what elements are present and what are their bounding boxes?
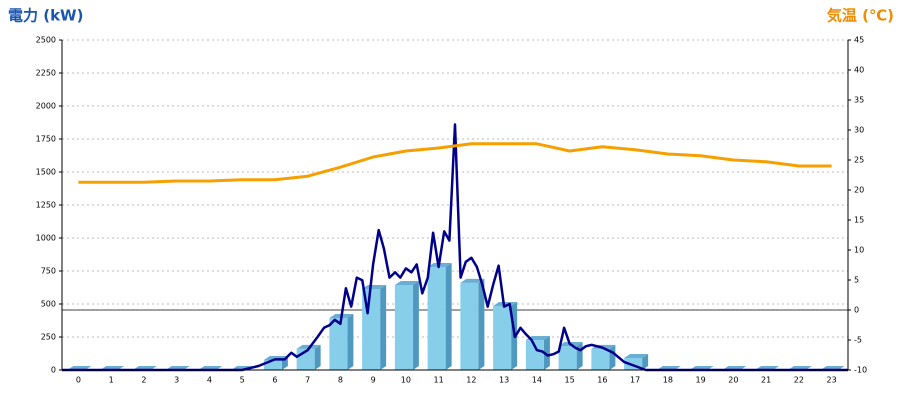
- bar-front: [460, 282, 479, 370]
- y2-tick-label: 0: [854, 306, 859, 315]
- y-tick-label: 1500: [36, 168, 56, 177]
- bar-front: [394, 284, 413, 370]
- bar-side: [543, 336, 550, 370]
- y2-tick-label: 40: [854, 66, 864, 75]
- y-tick-label: 2250: [36, 69, 56, 78]
- bar-side: [412, 280, 419, 370]
- x-tick-label: 10: [401, 376, 411, 385]
- x-tick-label: 13: [499, 376, 509, 385]
- x-tick-label: 11: [434, 376, 444, 385]
- bar-front: [493, 305, 512, 370]
- line: [62, 123, 848, 372]
- x-tick-label: 6: [272, 376, 277, 385]
- bar-top: [493, 301, 518, 306]
- y-tick-label: 500: [41, 300, 56, 309]
- y2-tick-label: 45: [854, 36, 864, 45]
- y2-tick-label: -5: [854, 336, 862, 345]
- bar: [394, 280, 419, 370]
- bar-side: [609, 344, 616, 370]
- x-tick-label: 2: [141, 376, 146, 385]
- bar-top: [394, 280, 419, 285]
- x-tick-label: 21: [761, 376, 771, 385]
- y2-tick-label: 30: [854, 126, 864, 135]
- x-tick-label: 20: [728, 376, 738, 385]
- y2-tick-label: 5: [854, 276, 859, 285]
- bar: [558, 341, 583, 370]
- y2-tick-label: 15: [854, 216, 864, 225]
- y-tick-label: 2500: [36, 36, 56, 45]
- x-tick-label: 19: [696, 376, 706, 385]
- x-tick-label: 9: [371, 376, 376, 385]
- bar-front: [525, 340, 544, 370]
- x-tick-label: 8: [338, 376, 343, 385]
- x-tick-label: 0: [76, 376, 81, 385]
- bar: [525, 336, 550, 370]
- y2-tick-label: 20: [854, 186, 864, 195]
- x-tick-label: 4: [207, 376, 212, 385]
- y2-tick-label: 10: [854, 246, 864, 255]
- bar-top: [460, 278, 485, 283]
- x-tick-label: 3: [174, 376, 179, 385]
- y-axis-title: 電力 (kW): [8, 7, 83, 25]
- y2-tick-label: -10: [854, 366, 867, 375]
- y2-tick-label: 25: [854, 156, 864, 165]
- x-tick-label: 18: [663, 376, 673, 385]
- y-tick-label: 250: [41, 333, 56, 342]
- y-tick-label: 0: [51, 366, 56, 375]
- bar-side: [445, 263, 452, 370]
- bar-front: [558, 345, 577, 370]
- bar-front: [591, 348, 610, 370]
- x-tick-label: 16: [597, 376, 607, 385]
- y-tick-label: 750: [41, 267, 56, 276]
- bar-side: [347, 313, 354, 370]
- x-tick-label: 7: [305, 376, 310, 385]
- bar-top: [624, 353, 649, 358]
- bar-side: [642, 353, 649, 370]
- x-tick-label: 1: [109, 376, 114, 385]
- bar-front: [427, 267, 446, 370]
- y-tick-label: 1000: [36, 234, 56, 243]
- y2-tick-label: 35: [854, 96, 864, 105]
- y-tick-label: 2000: [36, 102, 56, 111]
- x-tick-label: 22: [794, 376, 804, 385]
- line: [78, 142, 832, 184]
- x-tick-label: 15: [565, 376, 575, 385]
- bar-side: [576, 341, 583, 370]
- bar-front: [329, 317, 348, 370]
- bar-front: [263, 359, 282, 370]
- bar: [427, 263, 452, 370]
- bar: [460, 278, 485, 370]
- x-tick-label: 14: [532, 376, 542, 385]
- x-tick-label: 17: [630, 376, 640, 385]
- x-tick-label: 5: [240, 376, 245, 385]
- bar-side: [314, 344, 321, 370]
- bar-side: [380, 284, 387, 370]
- x-tick-label: 23: [827, 376, 837, 385]
- bar-side: [478, 278, 485, 370]
- y-tick-label: 1250: [36, 201, 56, 210]
- x-tick-label: 12: [466, 376, 476, 385]
- bar-top: [362, 284, 387, 289]
- y2-axis-title: 気温 (℃): [827, 7, 894, 25]
- y-tick-label: 1750: [36, 135, 56, 144]
